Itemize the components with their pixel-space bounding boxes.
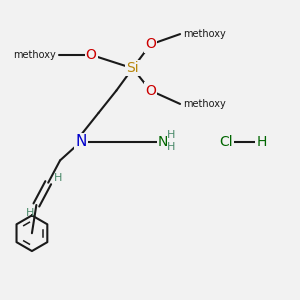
Text: H: H: [167, 142, 176, 152]
Text: Si: Si: [126, 61, 139, 75]
Text: O: O: [145, 84, 156, 98]
Text: methoxy: methoxy: [13, 50, 56, 60]
Text: methoxy: methoxy: [183, 99, 226, 109]
Text: N: N: [158, 135, 168, 149]
Text: H: H: [53, 173, 62, 183]
Text: O: O: [145, 38, 156, 52]
Text: O: O: [86, 48, 97, 62]
Text: H: H: [26, 208, 34, 218]
Text: H: H: [256, 135, 267, 149]
Text: H: H: [167, 130, 176, 140]
Text: Cl: Cl: [219, 135, 233, 149]
Text: N: N: [75, 134, 86, 149]
Text: methoxy: methoxy: [183, 29, 226, 39]
